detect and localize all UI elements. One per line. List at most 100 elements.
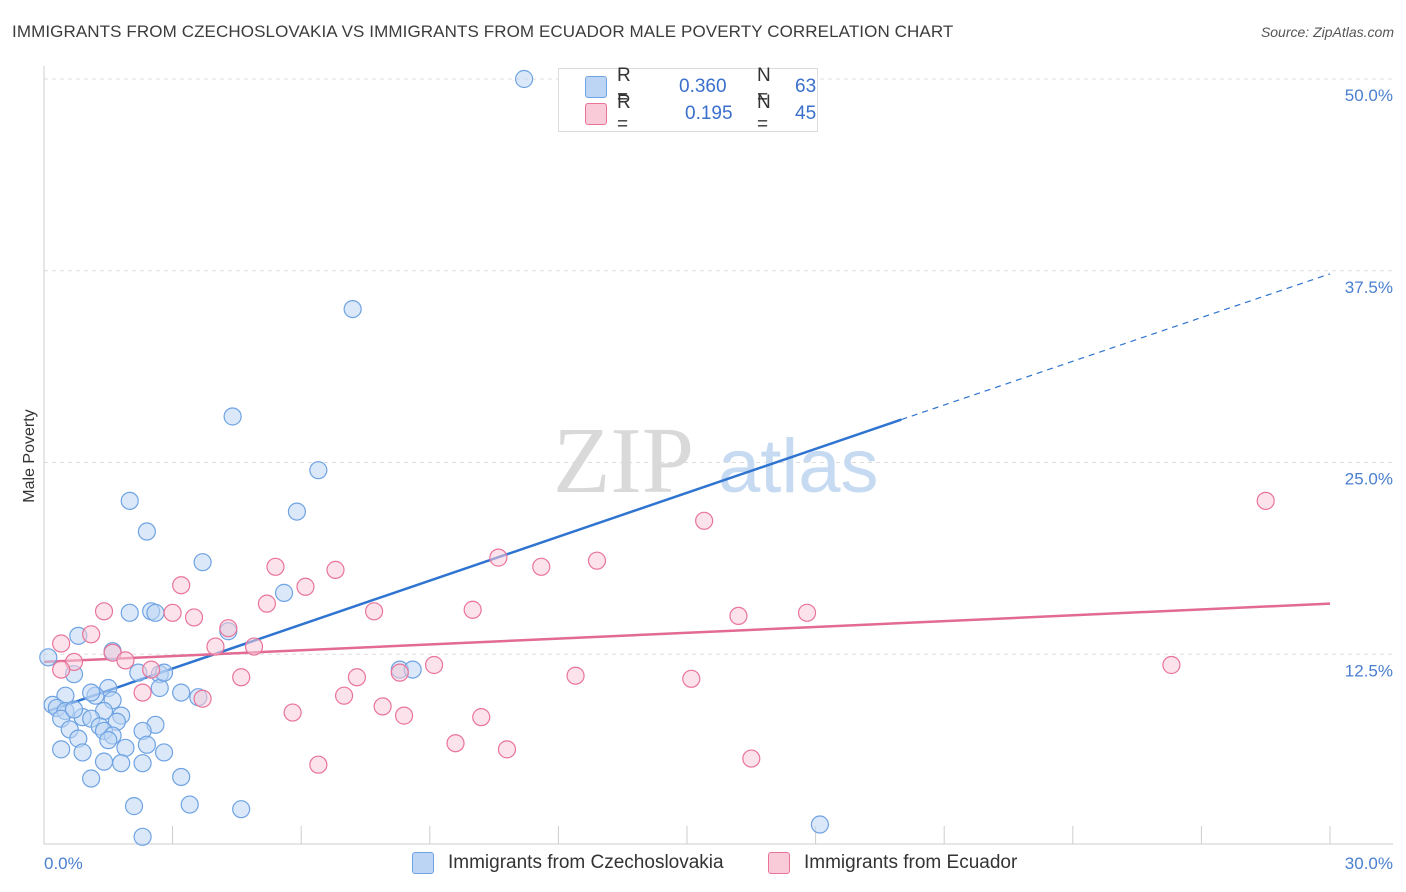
czechoslovakia-point-53 [172, 767, 191, 787]
czechoslovakia-point-47 [73, 743, 92, 762]
czechoslovakia-point-62 [64, 700, 84, 719]
czechoslovakia-point-2 [223, 407, 242, 426]
ecuador-point-30 [347, 668, 367, 687]
czechoslovakia-point-1 [343, 300, 362, 319]
czechoslovakia-point-9 [120, 603, 139, 622]
czechoslovakia-point-59 [810, 815, 829, 834]
ecuador-point-31 [232, 668, 251, 687]
ecuador-point-14 [729, 606, 748, 626]
x-tick-labels: 0.0% 30.0% [44, 854, 1393, 873]
legend-swatch-pink [585, 103, 607, 125]
ecuador-point-36 [193, 689, 212, 708]
czechoslovakia-point-11 [146, 603, 165, 622]
ecuador-point-29 [390, 663, 409, 682]
legend-n-value: 45 [795, 103, 817, 124]
czechoslovakia-point-56 [180, 795, 199, 814]
watermark: ZIP atlas [553, 409, 879, 513]
czechoslovakia-point-55 [124, 797, 144, 816]
ecuador-point-6 [326, 560, 345, 579]
czechoslovakia-point-4 [287, 502, 307, 521]
legend-r-label: R = [617, 92, 631, 135]
ecuador-point-4 [587, 551, 607, 570]
czechoslovakia-point-22 [150, 678, 169, 698]
czechoslovakia-point-45 [137, 735, 156, 754]
ecuador-point-25 [424, 655, 444, 675]
czechoslovakia-point-8 [274, 583, 294, 602]
legend-swatch-blue [412, 852, 434, 874]
czechoslovakia-point-54 [82, 769, 101, 788]
legend-label-czechoslovakia: Immigrants from Czechoslovakia [448, 852, 724, 873]
czechoslovakia-point-57 [232, 800, 251, 819]
data-points [39, 69, 1275, 846]
legend-n-label: N = [757, 92, 771, 135]
legend-n-value: 63 [795, 76, 817, 97]
ecuador-point-44 [309, 755, 328, 774]
series-legend: Immigrants from Czechoslovakia Immigrant… [0, 852, 1406, 878]
ecuador-point-18 [82, 625, 101, 644]
watermark-zip: ZIP [553, 409, 694, 513]
ecuador-point-15 [797, 603, 817, 622]
ecuador-point-11 [163, 603, 182, 622]
ecuador-point-3 [532, 557, 551, 576]
legend-r-value: 0.195 [685, 103, 733, 124]
czechoslovakia-point-49 [154, 743, 174, 762]
y-tick-label-0: 12.5% [1345, 661, 1393, 680]
ecuador-point-34 [133, 683, 152, 702]
czechoslovakia-point-46 [52, 740, 71, 759]
czechoslovakia-point-50 [94, 752, 114, 771]
ecuador-point-27 [142, 660, 161, 679]
ecuador-point-13 [463, 600, 482, 619]
y-tick-label-3: 50.0% [1345, 86, 1393, 105]
ecuador-point-35 [334, 686, 354, 705]
czechoslovakia-trend-extension [901, 273, 1331, 421]
ecuador-point-17 [219, 619, 238, 638]
ecuador-point-12 [364, 602, 384, 621]
x-tick-label-min: 0.0% [44, 854, 83, 873]
czechoslovakia-point-60 [82, 683, 101, 702]
legend-item-ecuador: Immigrants from Ecuador [768, 852, 1017, 874]
legend-item-czechoslovakia: Immigrants from Czechoslovakia [412, 852, 724, 874]
ecuador-point-37 [373, 697, 392, 716]
ecuador-point-23 [116, 651, 135, 670]
ecuador-point-19 [52, 634, 71, 653]
legend-r-value: 0.360 [679, 76, 727, 97]
ecuador-point-43 [742, 749, 761, 768]
czechoslovakia-point-23 [172, 683, 191, 702]
legend-n-label: N = [757, 65, 771, 108]
ecuador-point-41 [446, 734, 465, 753]
axes [43, 66, 1393, 845]
ecuador-point-26 [52, 660, 71, 679]
y-tick-label-1: 25.0% [1345, 470, 1393, 489]
czechoslovakia-point-6 [137, 522, 156, 541]
legend-swatch-pink [768, 852, 790, 874]
ecuador-point-9 [257, 594, 277, 613]
ecuador-point-1 [695, 511, 714, 530]
ecuador-point-0 [1256, 491, 1275, 510]
ecuador-point-21 [244, 637, 264, 656]
ecuador-point-8 [296, 577, 315, 596]
ecuador-point-38 [283, 703, 302, 722]
ecuador-point-7 [172, 576, 191, 595]
ecuador-point-40 [394, 706, 414, 725]
watermark-atlas: atlas [718, 424, 879, 509]
y-tick-label-2: 37.5% [1345, 278, 1393, 297]
czechoslovakia-point-3 [309, 461, 328, 480]
czechoslovakia-point-58 [133, 827, 152, 846]
x-tick-label-max: 30.0% [1345, 854, 1393, 873]
ecuador-point-20 [206, 637, 225, 656]
czechoslovakia-point-44 [99, 731, 118, 750]
czechoslovakia-point-52 [133, 754, 152, 773]
czechoslovakia-point-51 [112, 754, 131, 773]
trend-lines [43, 273, 1331, 713]
ecuador-point-10 [94, 602, 114, 621]
ecuador-point-42 [497, 740, 517, 759]
ecuador-point-5 [266, 557, 285, 576]
y-axis-label: Male Poverty [21, 409, 38, 502]
source-label: Source: ZipAtlas.com [1260, 24, 1394, 40]
legend-swatch-blue [585, 76, 607, 98]
stats-legend: R = 0.360 N = 63 R = 0.195 N = 45 [558, 65, 818, 135]
legend-r-label: R = [617, 65, 631, 108]
czechoslovakia-point-5 [120, 491, 139, 510]
czechoslovakia-point-7 [193, 553, 212, 572]
